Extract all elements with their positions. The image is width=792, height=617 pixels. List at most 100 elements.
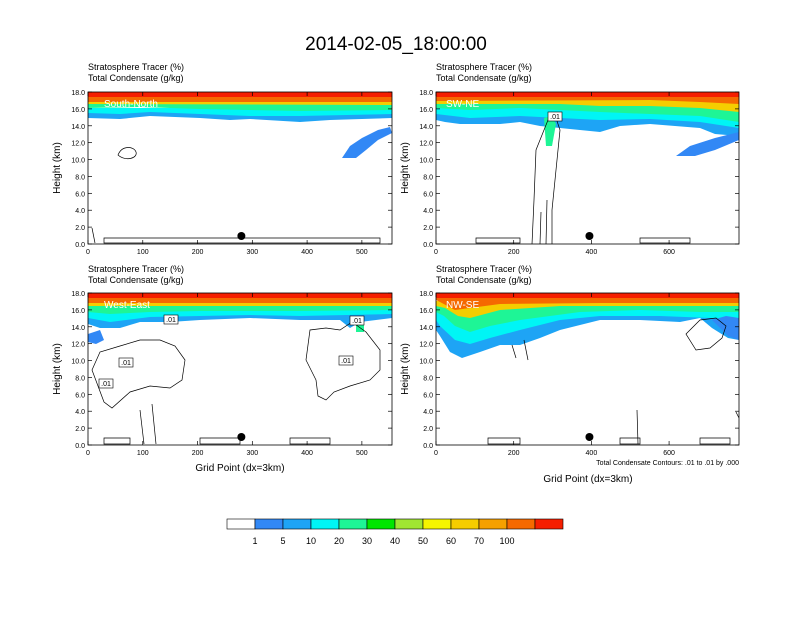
y-tick-label: 6.0 bbox=[423, 191, 433, 198]
y-tick-label: 8.0 bbox=[423, 174, 433, 181]
y-tick-label: 4.0 bbox=[423, 409, 433, 416]
y-tick-label: 18.0 bbox=[71, 291, 85, 298]
colorbar-label: 70 bbox=[474, 536, 484, 546]
x-tick-label: 200 bbox=[508, 249, 520, 256]
contour-note: Total Condensate Contours: .01 to .01 by… bbox=[596, 460, 739, 467]
tracer-band-red bbox=[436, 92, 739, 97]
y-tick-label: 18.0 bbox=[71, 90, 85, 97]
condensate-contour bbox=[487, 339, 739, 445]
header-condensate-label: Total Condensate (g/kg) bbox=[436, 73, 532, 83]
contour-label-box bbox=[118, 357, 134, 368]
tracer-band-red bbox=[88, 92, 392, 97]
y-tick-label: 0.0 bbox=[423, 242, 433, 249]
contour-label: .01 bbox=[341, 358, 351, 365]
x-tick-label: 400 bbox=[301, 249, 313, 256]
x-tick-label: 400 bbox=[301, 450, 313, 457]
y-tick-label: 8.0 bbox=[75, 375, 85, 382]
contour-label-box bbox=[163, 314, 179, 325]
condensate-contour bbox=[91, 227, 381, 244]
colorbar-label: 50 bbox=[418, 536, 428, 546]
contour-label: .01 bbox=[550, 114, 560, 121]
y-tick-label: 0.0 bbox=[75, 242, 85, 249]
contour-label: .01 bbox=[352, 318, 362, 325]
y-axis-label: Height (km) bbox=[52, 142, 63, 194]
panel-west-east-fields: .01 .01 .01 .01 .01 bbox=[88, 293, 392, 445]
y-tick-label: 16.0 bbox=[71, 107, 85, 114]
y-tick-label: 6.0 bbox=[75, 392, 85, 399]
tracer-band-green bbox=[436, 304, 739, 332]
y-axis-label: Height (km) bbox=[52, 343, 63, 395]
colorbar-swatch bbox=[254, 518, 284, 530]
panel-header-west-east: Stratosphere Tracer (%) Total Condensate… bbox=[88, 264, 184, 285]
x-tick-label: 400 bbox=[586, 450, 598, 457]
header-tracer-label: Stratosphere Tracer (%) bbox=[88, 62, 184, 72]
y-tick-label: 16.0 bbox=[419, 107, 433, 114]
condensate-contour bbox=[91, 339, 186, 409]
y-tick-label: 4.0 bbox=[75, 409, 85, 416]
x-axis-label: Grid Point (dx=3km) bbox=[195, 463, 284, 474]
x-tick-label: 100 bbox=[137, 450, 149, 457]
panel-name-label: South-North bbox=[104, 99, 158, 110]
tracer-band-yellow bbox=[436, 100, 739, 112]
y-tick-label: 0.0 bbox=[423, 443, 433, 450]
panel-axes: 0.0 2.0 4.0 6.0 8.0 10.0 12.0 14.0 16.0 18.0 0 200 4… bbox=[419, 291, 740, 457]
x-tick-label: 100 bbox=[137, 249, 149, 256]
x-tick-label: 200 bbox=[508, 450, 520, 457]
colorbar-swatch bbox=[506, 518, 536, 530]
header-tracer-label: Stratosphere Tracer (%) bbox=[436, 264, 532, 274]
colorbar-swatch bbox=[394, 518, 424, 530]
y-tick-label: 12.0 bbox=[71, 342, 85, 349]
y-axis-label: Height (km) bbox=[400, 343, 411, 395]
x-tick-label: 600 bbox=[663, 249, 675, 256]
plot-frame bbox=[435, 292, 740, 446]
location-marker bbox=[237, 433, 246, 441]
x-tick-label: 300 bbox=[246, 249, 258, 256]
colorbar-label: 40 bbox=[390, 536, 400, 546]
y-tick-label: 4.0 bbox=[423, 208, 433, 215]
colorbar-label: 1 bbox=[252, 536, 257, 546]
contour-label-box bbox=[349, 315, 365, 326]
y-tick-label: 8.0 bbox=[423, 375, 433, 382]
y-tick-label: 12.0 bbox=[419, 141, 433, 148]
colorbar-swatch bbox=[366, 518, 396, 530]
tracer-band-orange bbox=[88, 96, 392, 102]
x-axis-label: Grid Point (dx=3km) bbox=[543, 474, 632, 485]
y-tick-label: 12.0 bbox=[71, 141, 85, 148]
condensate-contour bbox=[117, 147, 137, 160]
panel-south-north-fields bbox=[88, 92, 392, 244]
panel-axes: 0.0 2.0 4.0 6.0 8.0 10.0 12.0 14.0 16.0 18.0 0 100 2… bbox=[71, 291, 393, 457]
colorbar-label: 60 bbox=[446, 536, 456, 546]
y-tick-label: 10.0 bbox=[71, 359, 85, 366]
colorbar-label: 10 bbox=[306, 536, 316, 546]
condensate-contour bbox=[103, 403, 331, 445]
x-tick-label: 500 bbox=[356, 450, 368, 457]
panel-name-label: SW-NE bbox=[446, 99, 479, 110]
y-tick-label: 18.0 bbox=[419, 291, 433, 298]
panel-header-nw-se: Stratosphere Tracer (%) Total Condensate… bbox=[436, 264, 532, 285]
contour-label: .01 bbox=[101, 381, 111, 388]
tracer-blob-blue bbox=[88, 330, 104, 344]
panel-header-south-north: Stratosphere Tracer (%) Total Condensate… bbox=[88, 62, 184, 83]
plot-frame bbox=[87, 292, 393, 446]
y-tick-label: 6.0 bbox=[423, 392, 433, 399]
tracer-blob-blue bbox=[342, 127, 392, 158]
y-tick-label: 2.0 bbox=[423, 426, 433, 433]
plot-frame bbox=[87, 91, 393, 245]
tracer-band-green bbox=[436, 104, 739, 122]
y-tick-label: 10.0 bbox=[419, 158, 433, 165]
location-marker bbox=[585, 433, 594, 441]
tracer-band-orange bbox=[88, 297, 392, 303]
y-tick-label: 6.0 bbox=[75, 191, 85, 198]
x-tick-label: 400 bbox=[586, 249, 598, 256]
panel-nw-se-fields bbox=[436, 293, 739, 445]
contour-label-box bbox=[338, 355, 354, 366]
y-tick-label: 14.0 bbox=[71, 325, 85, 332]
y-tick-label: 14.0 bbox=[419, 325, 433, 332]
x-tick-label: 200 bbox=[192, 450, 204, 457]
colorbar-swatch bbox=[338, 518, 368, 530]
colorbar-swatch bbox=[226, 518, 256, 530]
contour-label: .01 bbox=[121, 360, 131, 367]
panel-axes: 0.0 2.0 4.0 6.0 8.0 10.0 12.0 14.0 16.0 18.0 0 200 4… bbox=[419, 90, 740, 256]
colorbar: 1 5 10 20 30 40 50 60 70 100 bbox=[226, 518, 564, 546]
